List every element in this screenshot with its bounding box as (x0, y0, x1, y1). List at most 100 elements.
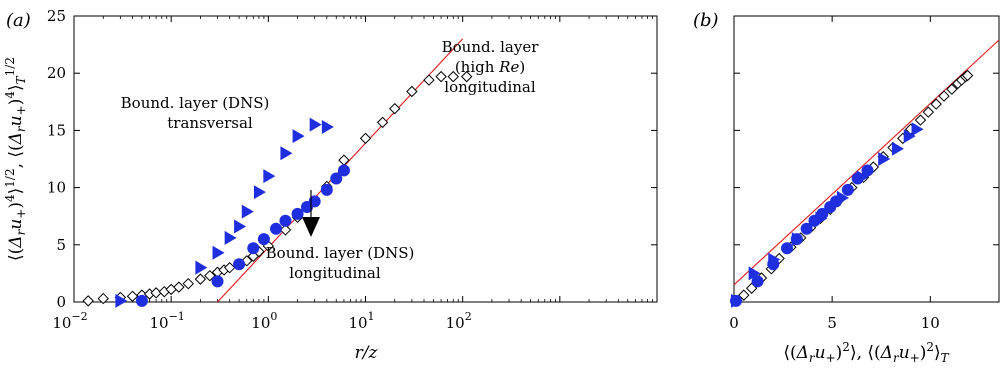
circle-marker (851, 172, 864, 185)
x-tick-label: 10−2 (52, 310, 87, 332)
panel-a-ticks: 0 5 10 15 20 25 10−2 10−1 100 101 102 (47, 7, 658, 332)
triangle-marker (280, 146, 293, 161)
panel-a-label: (a) (6, 10, 31, 31)
fit-line (733, 39, 1000, 286)
circle-marker (816, 207, 829, 220)
svg-text:⟨(Δru+)4⟩1/2, ⟨(Δru+)4⟩T1/2: ⟨(Δru+)4⟩1/2, ⟨(Δru+)4⟩T1/2 (3, 57, 28, 261)
diamond-marker (738, 289, 750, 301)
annotation-high-re-3: longitudinal (444, 78, 536, 96)
y-tick-label: 10 (47, 179, 66, 197)
circle-marker (861, 164, 874, 177)
circle-marker (830, 195, 843, 208)
triangle-marker (115, 293, 128, 308)
diamond-marker (423, 74, 435, 86)
triangle-marker (321, 119, 334, 134)
circle-marker (337, 164, 350, 177)
arrow-annotation (302, 190, 320, 237)
diamond-marker (97, 292, 109, 305)
diamond-marker (376, 116, 389, 129)
diamond-marker (241, 255, 253, 267)
triangle-marker (212, 245, 225, 260)
circle-marker (790, 233, 803, 246)
annotation-dns-trans-2: transversal (167, 114, 253, 132)
diamond-marker (182, 277, 194, 290)
triangle-marker (309, 117, 322, 132)
panel-b-ticks: 0 5 10 (729, 15, 999, 332)
x-tick-label: 102 (446, 310, 472, 332)
circle-marker (247, 242, 260, 255)
triangle-marker (263, 169, 276, 184)
circle-marker (330, 172, 343, 185)
x-tick-label: 100 (251, 310, 277, 332)
panel-b-marks (729, 69, 974, 308)
diamond-marker (938, 90, 950, 102)
triangle-marker (891, 141, 904, 156)
panel-a-xlabel: r/z (355, 343, 379, 363)
annotation-dns-long-2: longitudinal (289, 264, 381, 282)
diamond-marker (338, 154, 350, 166)
diamond-marker (922, 106, 935, 118)
x-tick-label: 0 (729, 314, 739, 332)
triangle-marker (224, 230, 237, 245)
circle-marker (233, 258, 246, 271)
circle-marker (729, 294, 742, 307)
circle-marker (211, 275, 224, 288)
diamond-marker (946, 83, 958, 95)
y-tick-label: 20 (47, 64, 66, 82)
diamond-marker (279, 224, 292, 236)
diamond-marker (389, 102, 401, 115)
diamond-marker (460, 70, 473, 83)
circle-marker (135, 294, 148, 307)
triangle-marker (748, 266, 761, 281)
y-tick-label: 0 (56, 293, 66, 311)
diamond-marker (223, 261, 236, 274)
circle-marker (781, 242, 793, 255)
triangle-marker (195, 260, 208, 275)
annotation-dns-long-1: Bound. layer (DNS) (266, 244, 415, 262)
circle-marker (257, 233, 270, 246)
diamond-marker (359, 132, 372, 145)
x-tick-label: 10−1 (150, 310, 185, 332)
panel-a-marks (82, 70, 473, 308)
panel-a: (a) ⟨(Δru+)4⟩1/2, ⟨(Δru+)4⟩T1/2 r/z 0 5 10… (3, 7, 658, 363)
diamond-marker (961, 69, 974, 82)
x-tick-label: 5 (827, 314, 837, 332)
panel-a-ylabel: ⟨(Δru+)4⟩1/2, ⟨(Δru+)4⟩T1/2 (3, 57, 28, 261)
diamond-marker (447, 70, 459, 83)
circle-marker (320, 183, 333, 196)
diamond-marker (194, 273, 207, 285)
triangle-marker (878, 152, 891, 166)
circle-marker (279, 214, 292, 227)
diamond-marker (406, 85, 418, 98)
triangle-marker (234, 219, 247, 234)
triangle-marker (292, 129, 305, 144)
panel-b-frame (733, 15, 1000, 303)
x-tick-label: 101 (348, 310, 374, 332)
circle-marker (808, 214, 821, 227)
panel-b-fit-line (733, 39, 1000, 286)
y-tick-label: 15 (47, 121, 66, 139)
panel-b: (b) ⟨(Δru+)2⟩, ⟨(Δru+)2⟩T 0 5 10 (693, 10, 1000, 365)
circle-marker (291, 207, 304, 220)
diamond-marker (930, 98, 942, 110)
diamond-marker (173, 281, 185, 293)
circle-marker (767, 258, 780, 271)
y-tick-label: 5 (56, 236, 66, 254)
circle-marker (841, 183, 854, 196)
x-tick-label: 10 (921, 314, 940, 332)
diamond-marker (204, 269, 216, 282)
diamond-marker (82, 295, 94, 307)
diamond-marker (914, 114, 927, 126)
triangle-marker (241, 204, 254, 219)
diamond-marker (126, 290, 139, 302)
triangle-marker (903, 129, 916, 144)
triangle-marker (253, 185, 266, 200)
triangle-marker (911, 122, 924, 137)
annotation-high-re-2: (high Re) (455, 58, 525, 76)
circle-marker (308, 195, 321, 208)
panel-b-xlabel: ⟨(Δru+)2⟩, ⟨(Δru+)2⟩T (783, 340, 949, 365)
y-tick-label: 25 (47, 7, 66, 25)
circle-marker (751, 275, 764, 288)
annotation-high-re-1: Bound. layer (442, 38, 540, 56)
